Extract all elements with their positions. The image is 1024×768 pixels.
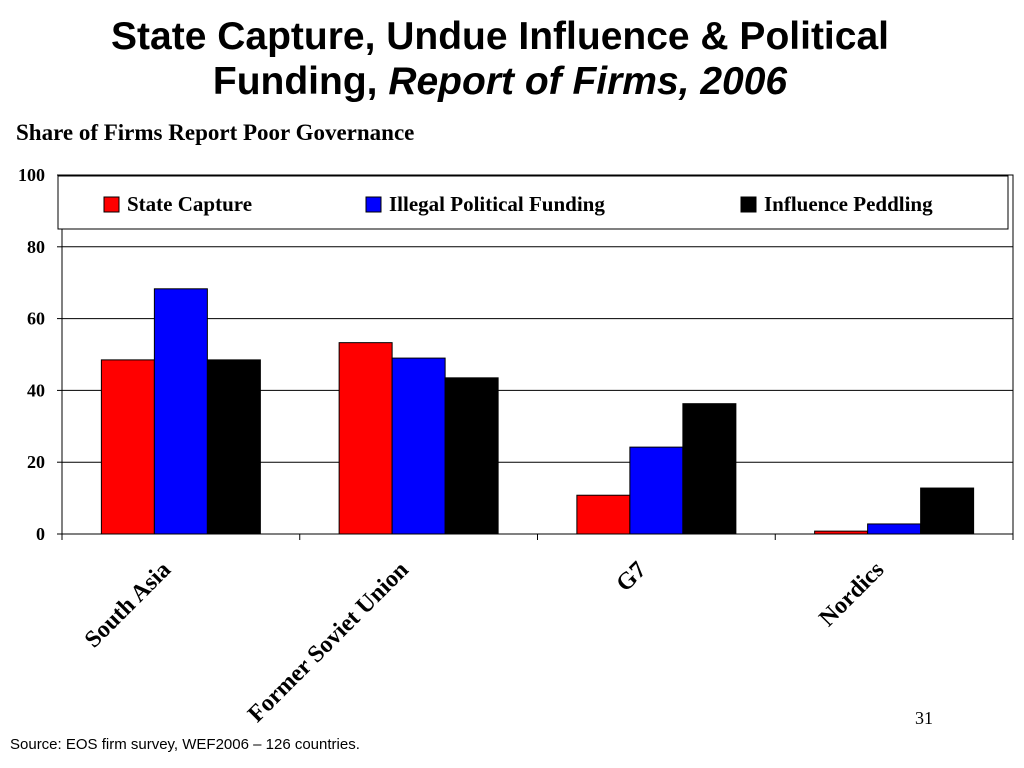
slide-title: State Capture, Undue Influence & Politic… [0,14,1000,104]
y-tick-label: 40 [27,380,45,400]
bar-state-capture [100,359,155,535]
bar-influence-peddling [206,359,261,535]
legend-label: State Capture [127,192,252,216]
legend-swatch [365,196,382,213]
bar-influence-peddling [444,377,499,535]
legend-box [57,175,1009,230]
x-category-label: G7 [612,557,652,597]
source-note: Source: EOS firm survey, WEF2006 – 126 c… [10,736,360,753]
y-tick-label: 80 [27,237,45,257]
bar-illegal-political-funding [153,288,208,535]
y-tick-label: 20 [27,452,45,472]
bar-influence-peddling [682,403,737,535]
x-category-label: South Asia [80,557,176,653]
legend-swatch [103,196,120,213]
legend-label: Illegal Political Funding [389,192,605,216]
y-tick-label: 100 [18,165,45,185]
slide-title-line2-italic: Report of Firms, 2006 [388,60,788,103]
legend-swatch [740,196,757,213]
y-tick-label: 60 [27,309,45,329]
bar-state-capture [814,530,869,535]
x-category-label: Former Soviet Union [243,557,414,728]
bar-illegal-political-funding [867,523,922,535]
bar-illegal-political-funding [391,357,446,535]
x-category-label: Nordics [814,557,889,632]
slide-title-line2: Funding, Report of Firms, 2006 [0,59,1000,104]
slide-title-line2-plain: Funding, [212,60,389,103]
y-tick-label: 0 [36,524,45,544]
slide-title-line1: State Capture, Undue Influence & Politic… [111,15,889,58]
bar-influence-peddling [920,487,975,535]
bar-state-capture [338,342,393,535]
chart-title: Share of Firms Report Poor Governance [16,120,415,145]
legend-label: Influence Peddling [764,192,933,216]
page-number: 31 [915,708,933,728]
bar-state-capture [576,494,631,535]
bar-illegal-political-funding [629,446,684,535]
